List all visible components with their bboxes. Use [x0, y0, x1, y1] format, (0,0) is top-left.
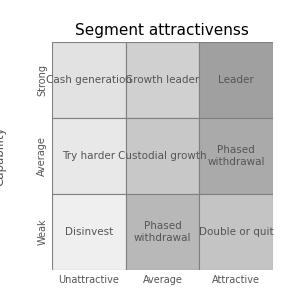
Text: Try harder: Try harder	[62, 151, 115, 161]
Bar	[52, 194, 126, 270]
Text: Custodial growth: Custodial growth	[118, 151, 207, 161]
Text: Phased
withdrawal: Phased withdrawal	[207, 145, 264, 167]
Bar	[126, 194, 199, 270]
Text: Double or quit: Double or quit	[199, 227, 273, 237]
Text: Disinvest: Disinvest	[65, 227, 113, 237]
Bar	[199, 194, 273, 270]
Text: Phased
withdrawal: Phased withdrawal	[134, 221, 191, 243]
Y-axis label: Capability: Capability	[0, 126, 7, 186]
Text: Growth leader: Growth leader	[125, 75, 200, 85]
Title: Segment attractivenss: Segment attractivenss	[75, 23, 249, 38]
Text: Leader: Leader	[218, 75, 254, 85]
Bar	[126, 42, 199, 118]
Bar	[52, 42, 126, 118]
Bar	[52, 118, 126, 194]
Bar	[199, 118, 273, 194]
Text: Cash generation: Cash generation	[46, 75, 132, 85]
Bar	[126, 118, 199, 194]
Bar	[199, 42, 273, 118]
